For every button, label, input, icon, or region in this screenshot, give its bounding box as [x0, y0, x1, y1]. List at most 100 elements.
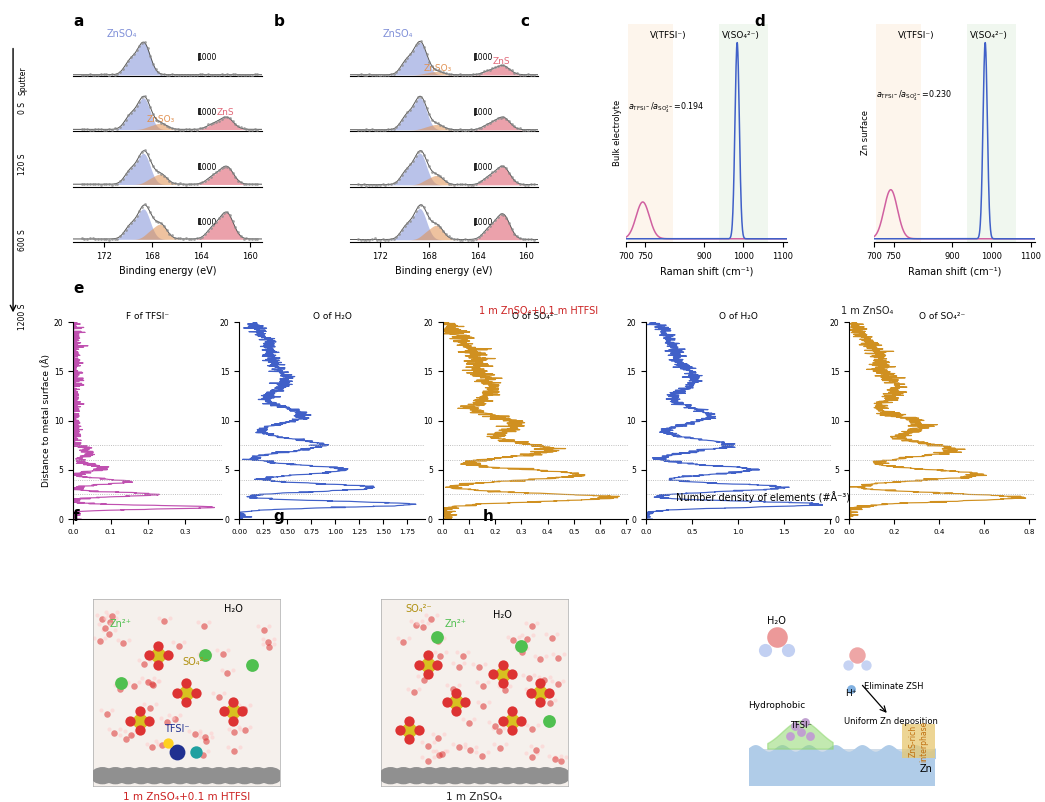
Point	[156, 117, 172, 130]
Point	[230, 699, 247, 711]
Text: ZnS-rich
interphase: ZnS-rich interphase	[909, 720, 928, 762]
Ellipse shape	[169, 768, 191, 784]
Point	[414, 614, 431, 627]
Point	[462, 123, 479, 136]
Point	[222, 68, 238, 81]
Point	[139, 148, 156, 160]
Point	[494, 677, 511, 690]
Point	[156, 67, 172, 80]
Point	[474, 679, 491, 692]
Point	[408, 618, 424, 631]
Point	[522, 687, 539, 699]
Point	[201, 616, 217, 629]
Point	[500, 630, 516, 643]
Point	[445, 657, 462, 670]
Point	[122, 51, 139, 63]
Point	[438, 695, 455, 708]
Point	[238, 232, 255, 245]
Point	[181, 233, 198, 245]
Ellipse shape	[259, 768, 282, 784]
Point	[522, 124, 539, 136]
Point	[164, 229, 181, 241]
Point	[410, 145, 426, 158]
Point	[255, 638, 272, 650]
Point	[391, 228, 408, 241]
Point	[502, 679, 518, 692]
Point	[408, 150, 424, 163]
Point	[486, 738, 503, 751]
Point	[519, 642, 536, 654]
Point	[410, 670, 426, 683]
Point	[232, 229, 249, 242]
Point	[497, 112, 514, 125]
Point	[435, 172, 451, 184]
Point	[227, 67, 243, 80]
Point	[796, 716, 813, 729]
Text: Hydrophobic: Hydrophobic	[748, 701, 806, 710]
Point	[240, 178, 257, 191]
Text: Number density of elements (#Å⁻³): Number density of elements (#Å⁻³)	[676, 492, 850, 503]
Point	[153, 711, 169, 724]
Point	[241, 699, 258, 711]
Point	[141, 654, 158, 666]
Point	[231, 723, 248, 735]
Point	[103, 233, 120, 245]
Point	[448, 69, 465, 82]
Point	[183, 233, 200, 245]
Point	[421, 670, 438, 683]
Point	[435, 120, 451, 133]
Point	[188, 177, 205, 190]
Text: V(SO₄²⁻): V(SO₄²⁻)	[722, 30, 760, 39]
Point	[428, 630, 445, 643]
Point	[399, 106, 416, 119]
Point	[178, 178, 194, 191]
Title: O of H₂O: O of H₂O	[312, 312, 351, 322]
Point	[447, 695, 464, 708]
Point	[509, 230, 526, 243]
Point	[159, 735, 176, 747]
Text: 1 m ZnSO₄+0.1 m HTFSI: 1 m ZnSO₄+0.1 m HTFSI	[479, 306, 598, 316]
Point	[138, 674, 155, 687]
Point	[102, 618, 119, 630]
Point	[86, 631, 102, 644]
Point	[164, 176, 181, 189]
Point	[388, 230, 404, 243]
Point	[178, 68, 194, 81]
Point	[399, 217, 416, 229]
Point	[172, 232, 189, 245]
Point	[214, 648, 231, 661]
Point	[424, 631, 441, 644]
Point	[200, 68, 216, 81]
Point	[396, 164, 413, 177]
Point	[492, 715, 509, 728]
Point	[78, 233, 95, 245]
Ellipse shape	[208, 768, 230, 784]
Point	[191, 176, 208, 189]
Point	[202, 647, 218, 660]
Point	[438, 646, 455, 658]
Point	[457, 737, 473, 750]
Point	[117, 224, 134, 237]
Point	[420, 617, 437, 630]
Point	[131, 149, 147, 162]
Point	[497, 738, 514, 751]
Point	[352, 124, 369, 136]
Point	[470, 231, 487, 244]
Point	[194, 748, 211, 761]
Point	[552, 754, 568, 767]
Point	[448, 124, 465, 136]
Point	[436, 631, 452, 644]
Point	[431, 748, 447, 761]
Point	[247, 123, 263, 136]
Y-axis label: Zn surface: Zn surface	[861, 111, 869, 156]
Ellipse shape	[194, 768, 217, 784]
Point	[238, 177, 255, 190]
X-axis label: Binding energy (eV): Binding energy (eV)	[119, 266, 216, 276]
Point	[93, 68, 110, 81]
Point	[255, 623, 272, 636]
Point	[399, 161, 416, 174]
Point	[93, 123, 110, 136]
Point	[73, 68, 90, 81]
Point	[426, 115, 443, 128]
Point	[555, 674, 572, 687]
